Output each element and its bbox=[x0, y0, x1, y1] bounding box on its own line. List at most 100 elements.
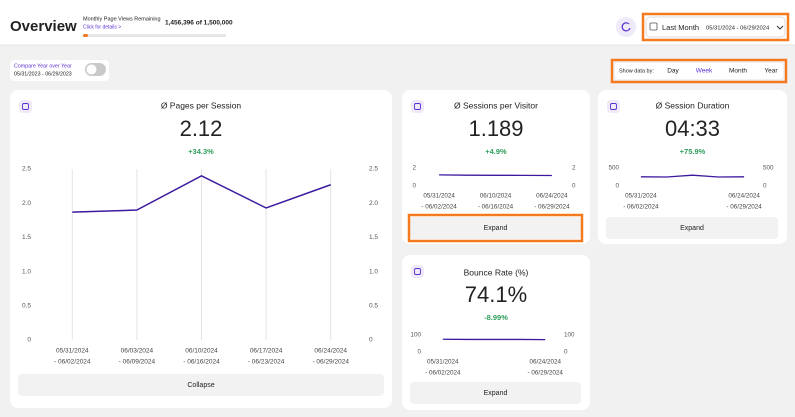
card-button-label: Expand bbox=[484, 225, 508, 232]
date-range: 05/31/2024 - 06/29/2024 bbox=[706, 26, 770, 32]
x-tick-label: 05/31/2024 bbox=[625, 193, 657, 200]
card-icon bbox=[19, 100, 32, 113]
card-button-label: Expand bbox=[680, 225, 704, 232]
x-tick-label: - 06/29/2024 bbox=[726, 204, 762, 211]
card-icon-glyph bbox=[22, 103, 29, 110]
x-tick-label: 06/10/2024 bbox=[185, 348, 218, 355]
y-tick-label: 0 bbox=[615, 183, 619, 190]
line-series bbox=[439, 174, 552, 177]
x-tick-label: 05/31/2024 bbox=[56, 348, 89, 355]
card-icon bbox=[411, 100, 424, 113]
x-tick-label: 06/17/2024 bbox=[250, 348, 283, 355]
y-tick-label: 2.0 bbox=[22, 200, 31, 207]
x-tick-label: - 06/23/2024 bbox=[248, 359, 285, 366]
card-button-label: Collapse bbox=[187, 382, 214, 389]
y-tick-label: 1.5 bbox=[22, 234, 31, 241]
x-tick-label: - 06/09/2024 bbox=[119, 359, 156, 366]
card bbox=[402, 90, 590, 244]
show-data-option[interactable]: Month bbox=[729, 68, 747, 75]
show-data-option[interactable]: Day bbox=[667, 68, 679, 75]
y2-tick-label: 2.0 bbox=[369, 200, 378, 207]
compare-box bbox=[10, 60, 109, 81]
refresh-icon bbox=[621, 22, 631, 32]
card-change: +75.9% bbox=[680, 147, 706, 156]
card-icon bbox=[411, 265, 424, 278]
card-button[interactable] bbox=[18, 374, 384, 396]
y2-tick-label: 100 bbox=[564, 332, 575, 339]
card-icon-glyph bbox=[414, 103, 421, 110]
x-tick-label: 06/24/2024 bbox=[314, 348, 347, 355]
x-tick-label: - 06/29/2024 bbox=[534, 204, 570, 211]
card-value: 74.1% bbox=[465, 282, 527, 307]
y-tick-label: 2.5 bbox=[22, 166, 31, 173]
x-tick-label: - 06/16/2024 bbox=[478, 204, 514, 211]
card-value: 04:33 bbox=[665, 116, 720, 141]
y-tick-label: 0.5 bbox=[22, 303, 31, 310]
date-preset: Last Month bbox=[662, 23, 699, 32]
show-data-option[interactable]: Week bbox=[696, 68, 713, 75]
card-change: +4.9% bbox=[485, 147, 507, 156]
compare-label: Compare Year over Year bbox=[14, 63, 72, 69]
y2-tick-label: 0.5 bbox=[369, 303, 378, 310]
y2-tick-label: 0 bbox=[763, 183, 767, 190]
line-series bbox=[72, 174, 331, 213]
x-tick-label: - 06/02/2024 bbox=[421, 204, 457, 211]
show-data-label: Show data by: bbox=[619, 68, 654, 74]
compare-range: 05/31/2023 - 06/29/2023 bbox=[14, 71, 72, 77]
y-tick-label: 500 bbox=[608, 165, 619, 172]
card-icon-glyph bbox=[610, 103, 617, 110]
card-button[interactable] bbox=[606, 217, 778, 239]
y2-tick-label: 500 bbox=[763, 165, 774, 172]
y-tick-label: 100 bbox=[410, 332, 421, 339]
card bbox=[598, 90, 787, 244]
quota-link[interactable]: Click for details > bbox=[83, 24, 121, 30]
card-icon-glyph bbox=[414, 268, 421, 275]
toggle-knob bbox=[86, 64, 97, 75]
card-title: Bounce Rate (%) bbox=[464, 267, 529, 277]
y-tick-label: 0 bbox=[412, 183, 416, 190]
highlight bbox=[610, 58, 788, 84]
x-tick-label: - 06/29/2024 bbox=[312, 359, 349, 366]
show-data-option[interactable]: Year bbox=[764, 68, 778, 75]
y-tick-label: 2 bbox=[412, 165, 416, 172]
y2-tick-label: 0 bbox=[564, 349, 568, 356]
refresh-button[interactable] bbox=[616, 17, 636, 37]
y2-tick-label: 1.0 bbox=[369, 268, 378, 275]
card-button[interactable] bbox=[410, 382, 581, 404]
x-tick-label: 06/24/2024 bbox=[529, 359, 561, 366]
y2-tick-label: 2.5 bbox=[369, 166, 378, 173]
line-series bbox=[640, 174, 745, 178]
highlight bbox=[641, 12, 790, 42]
y2-tick-label: 0 bbox=[572, 183, 576, 190]
x-tick-label: - 06/02/2024 bbox=[54, 359, 91, 366]
quota-label: Monthly Page Views Remaining bbox=[83, 16, 161, 22]
card-change: +34.3% bbox=[188, 147, 214, 156]
x-tick-label: 05/31/2024 bbox=[423, 193, 455, 200]
y-tick-label: 1.0 bbox=[22, 268, 31, 275]
x-tick-label: 06/10/2024 bbox=[480, 193, 512, 200]
chevron bbox=[776, 25, 784, 30]
y-tick-label: 0 bbox=[27, 337, 31, 344]
y2-tick-label: 0 bbox=[369, 337, 373, 344]
calendar-icon bbox=[649, 22, 658, 31]
y-tick-label: 0 bbox=[417, 349, 421, 356]
card-value: 1.189 bbox=[468, 116, 523, 141]
card-title: Ø Pages per Session bbox=[161, 100, 242, 110]
x-tick-label: - 06/29/2024 bbox=[528, 370, 564, 377]
x-tick-label: 05/31/2024 bbox=[427, 359, 459, 366]
x-tick-label: - 06/16/2024 bbox=[183, 359, 220, 366]
date-picker[interactable] bbox=[645, 16, 786, 38]
card-button[interactable] bbox=[410, 217, 581, 239]
y2-tick-label: 2 bbox=[572, 165, 576, 172]
quota-fill bbox=[83, 34, 88, 37]
card-change: -8.99% bbox=[484, 313, 508, 322]
card-value: 2.12 bbox=[180, 116, 223, 141]
x-tick-label: 06/24/2024 bbox=[728, 193, 760, 200]
highlight bbox=[407, 213, 584, 243]
page-title: Overview bbox=[10, 18, 77, 35]
card-icon bbox=[607, 100, 620, 113]
show-data-box bbox=[615, 63, 783, 79]
x-tick-label: 06/24/2024 bbox=[536, 193, 568, 200]
